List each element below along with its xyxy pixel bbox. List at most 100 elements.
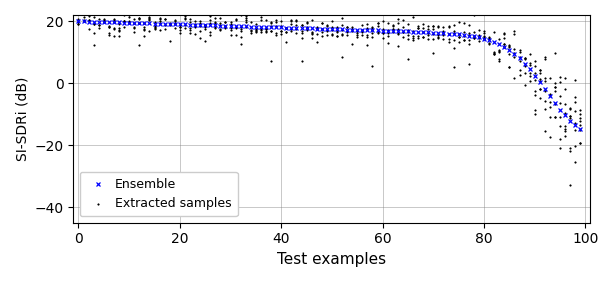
Extracted samples	[479, 31, 489, 36]
Extracted samples	[469, 12, 479, 17]
Extracted samples	[423, 33, 433, 38]
Extracted samples	[550, 114, 560, 119]
Extracted samples	[337, 33, 347, 38]
Extracted samples	[540, 57, 550, 61]
Extracted samples	[550, 51, 560, 56]
Extracted samples	[104, 33, 114, 38]
Extracted samples	[418, 21, 428, 26]
Ensemble	[577, 127, 584, 131]
Extracted samples	[155, 21, 165, 26]
Ensemble	[551, 102, 559, 105]
Extracted samples	[216, 22, 225, 27]
Extracted samples	[251, 30, 261, 34]
Extracted samples	[301, 20, 311, 24]
Extracted samples	[570, 120, 580, 125]
Extracted samples	[94, 1, 104, 6]
Extracted samples	[352, 28, 362, 33]
Extracted samples	[555, 136, 565, 141]
Extracted samples	[256, 27, 266, 31]
Extracted samples	[575, 141, 585, 146]
Extracted samples	[499, 42, 509, 46]
Extracted samples	[84, 14, 93, 18]
Extracted samples	[89, 22, 99, 27]
Extracted samples	[225, 28, 235, 32]
Extracted samples	[464, 30, 474, 35]
Extracted samples	[332, 24, 342, 29]
Extracted samples	[575, 141, 585, 146]
Extracted samples	[393, 27, 403, 31]
Extracted samples	[413, 36, 423, 41]
Extracted samples	[357, 30, 367, 34]
Extracted samples	[373, 30, 383, 35]
Extracted samples	[205, 21, 215, 25]
Extracted samples	[266, 23, 276, 28]
Extracted samples	[413, 26, 423, 30]
Extracted samples	[474, 33, 484, 37]
Extracted samples	[231, 26, 241, 30]
Extracted samples	[297, 28, 306, 33]
Extracted samples	[474, 39, 484, 44]
Extracted samples	[489, 50, 499, 55]
Extracted samples	[575, 123, 585, 127]
Extracted samples	[362, 34, 372, 39]
Extracted samples	[454, 39, 464, 44]
Extracted samples	[575, 108, 585, 113]
Extracted samples	[433, 33, 443, 38]
Extracted samples	[312, 25, 322, 30]
Extracted samples	[155, 17, 165, 21]
Extracted samples	[352, 29, 362, 34]
Extracted samples	[555, 80, 565, 84]
Extracted samples	[104, 25, 114, 29]
Extracted samples	[342, 29, 352, 33]
Extracted samples	[545, 92, 555, 97]
Extracted samples	[560, 124, 570, 129]
Extracted samples	[175, 25, 185, 30]
Extracted samples	[378, 30, 387, 35]
Extracted samples	[216, 28, 225, 32]
Extracted samples	[134, 16, 144, 21]
Extracted samples	[246, 31, 256, 36]
Extracted samples	[510, 55, 519, 59]
Extracted samples	[550, 81, 560, 85]
Extracted samples	[484, 35, 494, 40]
Extracted samples	[459, 38, 468, 42]
Extracted samples	[301, 25, 311, 30]
Extracted samples	[104, 24, 114, 28]
Extracted samples	[119, 25, 129, 29]
Extracted samples	[469, 34, 479, 38]
Extracted samples	[220, 26, 230, 30]
Extracted samples	[429, 51, 438, 56]
Extracted samples	[403, 22, 413, 27]
Extracted samples	[565, 149, 575, 153]
Extracted samples	[165, 11, 174, 15]
Extracted samples	[104, 30, 114, 35]
Extracted samples	[505, 43, 515, 48]
Extracted samples	[236, 26, 246, 31]
Extracted samples	[540, 98, 550, 103]
Extracted samples	[393, 21, 403, 26]
Extracted samples	[236, 25, 246, 29]
Extracted samples	[515, 55, 524, 59]
Extracted samples	[84, 18, 93, 23]
Extracted samples	[540, 89, 550, 93]
Extracted samples	[383, 27, 392, 32]
Extracted samples	[510, 51, 519, 56]
Extracted samples	[332, 28, 342, 33]
Extracted samples	[94, 25, 104, 30]
Extracted samples	[540, 54, 550, 59]
Extracted samples	[104, 25, 114, 29]
Extracted samples	[266, 20, 276, 25]
Extracted samples	[565, 116, 575, 120]
Extracted samples	[200, 22, 210, 27]
Extracted samples	[459, 38, 468, 43]
Extracted samples	[246, 28, 256, 33]
Extracted samples	[211, 20, 220, 25]
Extracted samples	[312, 32, 322, 37]
Extracted samples	[570, 144, 580, 148]
Extracted samples	[114, 21, 124, 26]
Extracted samples	[205, 17, 215, 22]
Extracted samples	[560, 102, 570, 107]
Extracted samples	[408, 38, 418, 42]
Ensemble	[192, 23, 199, 27]
Extracted samples	[494, 59, 504, 64]
